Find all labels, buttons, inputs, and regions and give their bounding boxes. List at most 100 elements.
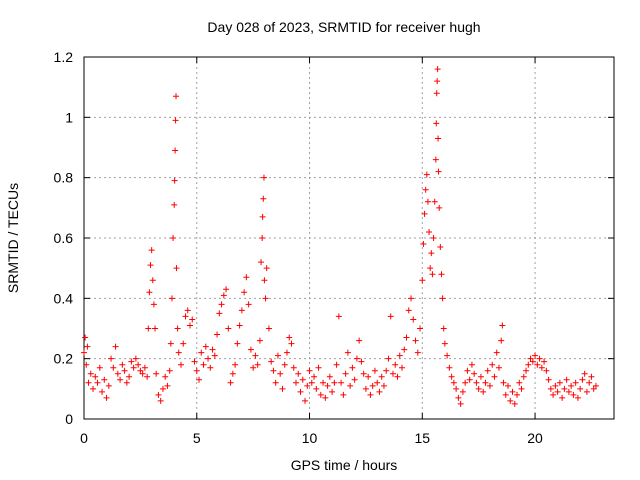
data-point <box>394 373 401 380</box>
data-point <box>568 382 575 389</box>
data-point <box>101 376 108 383</box>
data-point <box>353 355 360 362</box>
data-point <box>81 349 87 356</box>
data-point <box>475 385 482 392</box>
data-point <box>518 385 525 392</box>
data-point <box>414 349 421 356</box>
data-point <box>260 195 267 202</box>
data-point <box>507 397 514 404</box>
data-point <box>574 394 581 401</box>
data-point <box>297 388 304 395</box>
data-point <box>592 382 599 389</box>
data-point <box>150 301 157 308</box>
data-point <box>351 376 358 383</box>
data-point <box>422 186 429 193</box>
data-point <box>83 361 90 368</box>
data-point <box>172 147 179 154</box>
y-tick-label: 0.2 <box>54 351 74 367</box>
data-point <box>433 120 440 127</box>
data-point <box>434 78 441 85</box>
data-point <box>362 385 369 392</box>
x-tick-label: 20 <box>527 430 543 446</box>
data-point <box>453 385 460 392</box>
data-point <box>223 286 230 293</box>
data-point <box>164 382 171 389</box>
x-tick-labels: 0 5 10 15 20 <box>80 430 543 446</box>
data-point <box>446 364 453 371</box>
data-point <box>250 364 257 371</box>
data-point <box>365 373 372 380</box>
data-point <box>545 376 552 383</box>
data-point <box>399 364 405 371</box>
data-point <box>511 400 518 407</box>
data-point <box>153 370 160 377</box>
y-tick-label: 0 <box>65 411 73 427</box>
data-point <box>383 367 390 374</box>
data-point <box>371 367 378 374</box>
data-point <box>108 355 115 362</box>
data-point <box>196 376 203 383</box>
data-point <box>306 367 313 374</box>
data-point <box>338 379 345 386</box>
data-point <box>432 156 439 163</box>
data-point <box>520 373 527 380</box>
data-point <box>356 337 363 344</box>
data-point <box>532 352 539 359</box>
data-point <box>170 235 177 241</box>
data-point <box>123 379 130 386</box>
data-point <box>241 289 248 296</box>
data-point <box>85 379 92 386</box>
data-point <box>259 235 266 241</box>
data-point <box>207 364 214 371</box>
data-point <box>149 277 156 284</box>
data-point <box>137 367 144 374</box>
data-point <box>128 358 135 365</box>
data-point <box>559 394 566 401</box>
data-point <box>543 367 550 374</box>
data-point <box>144 373 151 380</box>
data-point <box>304 382 311 389</box>
data-point <box>225 325 232 332</box>
data-point <box>171 177 178 184</box>
data-point <box>281 361 288 368</box>
data-point <box>135 361 142 368</box>
y-tick-label: 0.4 <box>54 290 74 306</box>
data-point <box>427 265 434 272</box>
data-point <box>536 355 543 362</box>
data-point <box>344 349 351 356</box>
data-point <box>412 337 419 344</box>
data-point <box>261 277 268 284</box>
data-point <box>236 322 243 329</box>
data-point <box>482 379 489 386</box>
data-point <box>94 379 101 386</box>
data-point <box>389 370 396 377</box>
data-point <box>268 358 275 365</box>
data-point <box>380 382 387 389</box>
data-point <box>272 379 279 386</box>
data-point <box>502 391 509 398</box>
data-point <box>157 397 164 404</box>
data-point <box>486 382 493 389</box>
data-point <box>216 310 223 317</box>
data-point <box>374 379 381 386</box>
data-point <box>189 316 196 323</box>
data-point <box>234 340 241 347</box>
data-point <box>577 385 584 392</box>
data-point <box>471 370 478 377</box>
data-point <box>148 247 155 254</box>
data-point <box>499 322 506 329</box>
data-point <box>514 391 521 398</box>
data-point <box>417 325 424 332</box>
data-point <box>572 379 579 386</box>
data-point <box>326 373 333 380</box>
data-point <box>227 379 234 386</box>
data-point <box>119 361 126 368</box>
data-point <box>556 379 563 386</box>
data-point <box>457 400 464 407</box>
data-point <box>437 244 444 251</box>
data-point <box>423 171 430 178</box>
data-point <box>211 352 218 359</box>
data-point <box>112 343 119 350</box>
data-point <box>243 274 250 281</box>
data-point <box>554 388 561 395</box>
